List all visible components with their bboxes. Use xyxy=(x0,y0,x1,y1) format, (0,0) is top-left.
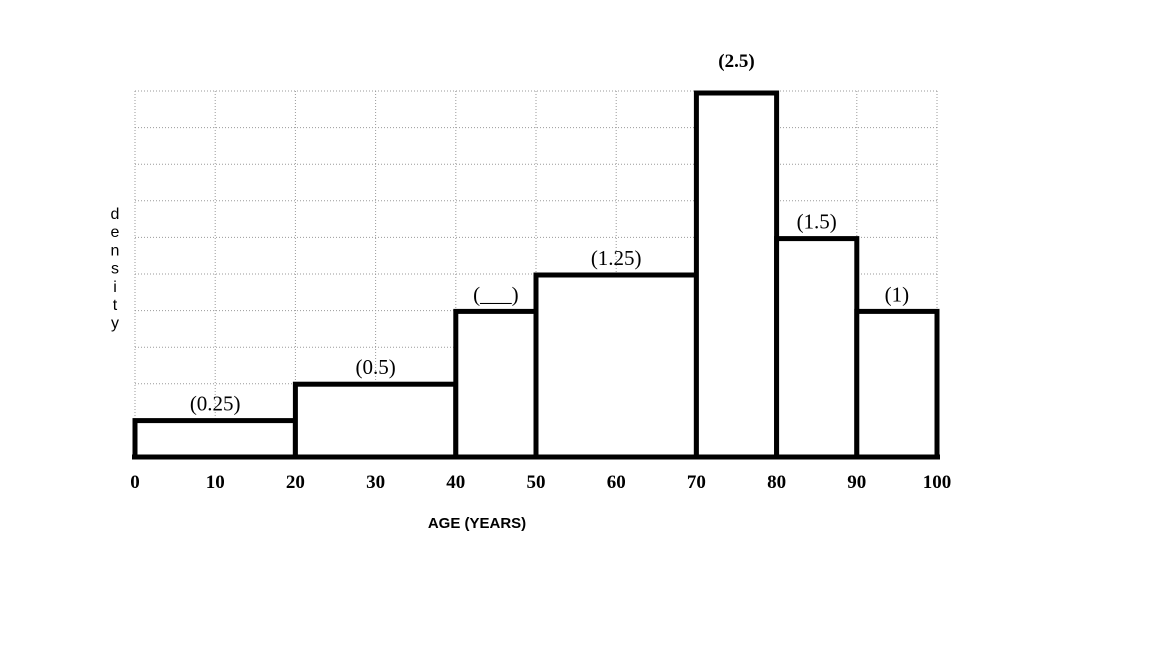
x-tick-label: 50 xyxy=(527,472,546,493)
y-axis-label-char: e xyxy=(111,224,120,241)
y-axis-label-char: y xyxy=(111,315,119,332)
bar-value-label: (2.5) xyxy=(718,51,754,72)
histogram-bar xyxy=(453,308,539,460)
histogram-bar xyxy=(132,418,298,460)
x-axis-label: AGE (YEARS) xyxy=(428,515,526,532)
bar-value-label: (1) xyxy=(885,282,910,306)
histogram-bar xyxy=(693,90,780,460)
x-tick-labels: 0 10 20 30 40 50 60 70 80 90 100 xyxy=(130,472,951,493)
y-axis-label-char: i xyxy=(113,279,117,296)
bar-value-label: (___) xyxy=(473,282,519,306)
histogram-bar xyxy=(533,272,699,460)
y-axis-label-char: n xyxy=(111,242,120,259)
x-tick-label: 20 xyxy=(286,472,305,493)
y-axis-label-char: t xyxy=(113,297,118,314)
data-labels: (0.25) (0.5) (___) (1.25) (2.5) (1.5) (1) xyxy=(190,51,909,416)
x-tick-label: 40 xyxy=(446,472,465,493)
bar-value-label: (0.25) xyxy=(190,392,241,416)
histogram-bar xyxy=(854,308,940,460)
x-tick-label: 60 xyxy=(607,472,626,493)
bar-value-label: (0.5) xyxy=(355,355,395,379)
y-axis-label-char: s xyxy=(111,261,119,278)
bar-value-label: (1.5) xyxy=(797,210,837,234)
bars xyxy=(132,90,940,460)
x-tick-label: 80 xyxy=(767,472,786,493)
bar-value-label: (1.25) xyxy=(591,246,642,270)
x-tick-label: 90 xyxy=(847,472,866,493)
y-axis-label-char: d xyxy=(111,206,120,223)
x-tick-label: 10 xyxy=(206,472,225,493)
histogram-bar xyxy=(292,381,459,460)
x-tick-label: 70 xyxy=(687,472,706,493)
x-tick-label: 100 xyxy=(923,472,952,493)
x-tick-label: 0 xyxy=(130,472,140,493)
x-tick-label: 30 xyxy=(366,472,385,493)
histogram-bar xyxy=(774,236,860,460)
